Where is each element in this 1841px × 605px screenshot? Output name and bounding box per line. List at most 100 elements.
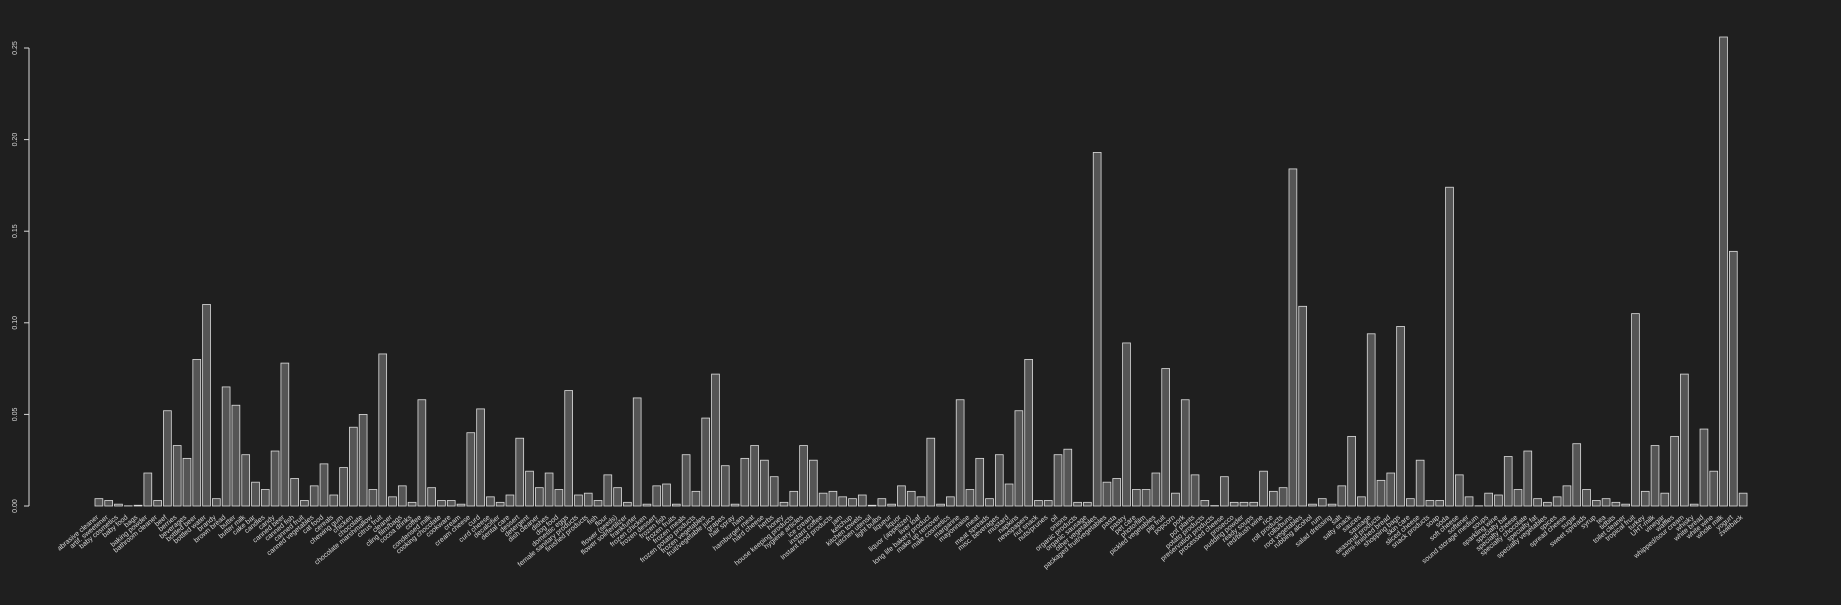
bar — [848, 498, 857, 507]
bar — [1406, 498, 1415, 507]
bar — [1366, 333, 1376, 507]
bar — [1327, 503, 1337, 507]
bar — [1092, 152, 1102, 507]
bar — [760, 459, 769, 507]
bar — [1004, 483, 1014, 507]
bar — [740, 457, 750, 507]
bar — [711, 373, 720, 507]
bar — [603, 474, 613, 507]
bar — [1171, 492, 1180, 507]
bar — [1014, 410, 1024, 507]
bar — [681, 454, 691, 507]
bar — [407, 501, 417, 507]
bar — [290, 478, 299, 507]
bar — [1680, 373, 1689, 507]
bar — [1484, 492, 1493, 507]
bar — [730, 503, 740, 507]
bar — [544, 472, 554, 507]
y-tick-label: 0.20 — [12, 133, 19, 147]
bar — [1053, 454, 1063, 507]
bar — [1259, 470, 1268, 507]
bar — [1063, 448, 1073, 507]
bar — [1601, 498, 1611, 507]
bar — [985, 498, 994, 507]
bar — [1288, 168, 1298, 507]
bar — [427, 487, 436, 507]
x-tick-label: tea — [1595, 514, 1607, 526]
bar — [1308, 503, 1317, 507]
bar — [525, 470, 534, 507]
bar — [1464, 496, 1474, 507]
bar — [270, 450, 280, 507]
bar — [1582, 489, 1591, 507]
bar — [251, 481, 260, 507]
bar — [1513, 489, 1523, 507]
bar — [1719, 36, 1728, 507]
bar — [1738, 492, 1748, 507]
bar — [916, 496, 926, 507]
bar — [456, 503, 466, 507]
bar — [1445, 186, 1454, 507]
bar — [613, 487, 622, 507]
bar — [554, 489, 564, 507]
bar — [1161, 368, 1170, 507]
bar — [202, 304, 211, 507]
bar — [280, 362, 290, 507]
bar — [1621, 503, 1630, 507]
bar — [192, 359, 202, 507]
bar — [838, 496, 848, 507]
bar — [182, 457, 192, 507]
bar — [857, 494, 867, 507]
bar — [221, 386, 231, 507]
y-tick-label: 0.15 — [12, 224, 19, 238]
y-tick-label: 0.05 — [12, 407, 19, 421]
bar — [574, 494, 583, 507]
bar — [368, 489, 378, 507]
bar — [887, 503, 896, 507]
bar — [1229, 501, 1239, 507]
bar — [495, 501, 505, 507]
bar — [906, 490, 916, 507]
bar — [1102, 481, 1112, 507]
bar — [1591, 500, 1601, 507]
bar — [1562, 485, 1572, 507]
bar — [1122, 342, 1131, 507]
bar — [446, 500, 456, 507]
bar — [1043, 500, 1053, 507]
bar — [231, 404, 241, 507]
bar — [476, 408, 485, 507]
bar — [652, 485, 662, 507]
bar — [1729, 250, 1738, 507]
bar — [1699, 428, 1709, 507]
bar — [505, 494, 515, 507]
bar — [486, 496, 495, 507]
bar — [163, 410, 172, 507]
bar — [1190, 474, 1200, 507]
bar — [936, 503, 945, 507]
bar — [1660, 492, 1670, 507]
y-tick-label: 0.00 — [12, 499, 19, 513]
bar — [1131, 489, 1141, 507]
bar — [143, 472, 153, 507]
bar — [1141, 489, 1151, 507]
bar — [172, 445, 182, 507]
bar — [1112, 478, 1122, 507]
bar — [1572, 443, 1582, 507]
bar — [1151, 472, 1161, 507]
bar — [828, 490, 838, 507]
bar — [397, 485, 407, 507]
bar — [1083, 501, 1092, 507]
bar — [672, 503, 681, 507]
bar — [1689, 503, 1699, 507]
bar — [789, 490, 799, 507]
bar — [114, 503, 123, 507]
bar — [241, 454, 251, 507]
bar — [691, 490, 701, 507]
bar — [437, 500, 446, 507]
bar — [1034, 500, 1043, 507]
bar — [779, 501, 789, 507]
bar — [750, 445, 759, 507]
bar — [799, 445, 808, 507]
bar — [1670, 435, 1679, 507]
bar — [720, 465, 730, 507]
